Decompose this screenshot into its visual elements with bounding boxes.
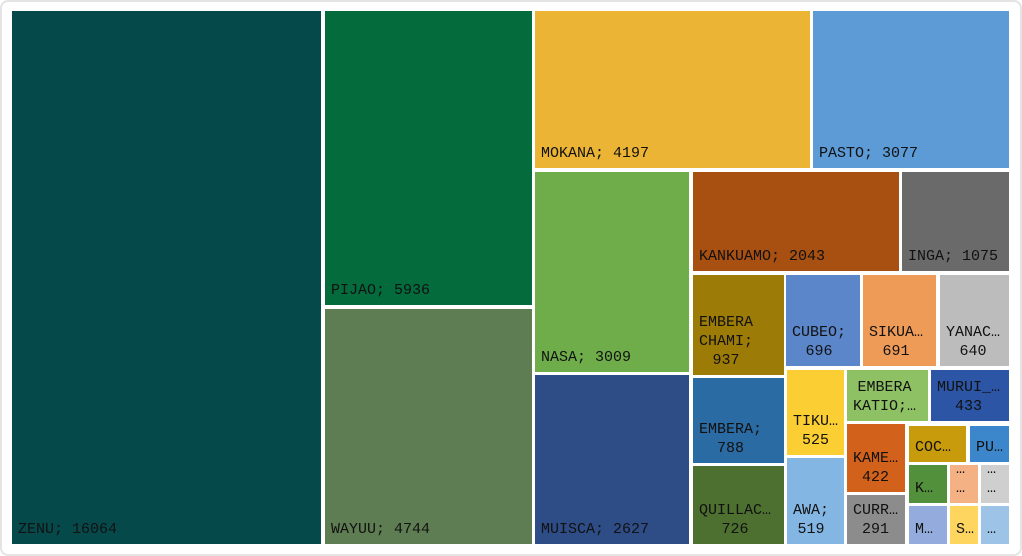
- treemap-tile-pasto: PASTO; 3077: [813, 11, 1009, 168]
- treemap-tile-label-k: K…: [915, 480, 934, 497]
- treemap-tile-embera-katio: EMBERA KATIO;…: [847, 370, 928, 421]
- treemap-tile-label-wayuu: WAYUU; 4744: [331, 521, 431, 538]
- treemap-tile-ellipsis-24: … …: [981, 461, 1009, 503]
- treemap-tile-k: K…: [909, 465, 947, 503]
- treemap-tile-label-s: S…: [956, 521, 975, 538]
- treemap-tile-coc: COC…: [909, 426, 966, 462]
- treemap-tile-label-m: M…: [915, 521, 934, 538]
- treemap-tile-ellipsis-23: … …: [950, 461, 978, 503]
- treemap-tile-muisca: MUISCA; 2627: [535, 375, 689, 544]
- treemap-tile-nasa: NASA; 3009: [535, 172, 689, 372]
- treemap-tile-label-murui: MURUI_… 433: [937, 379, 1001, 415]
- treemap-tile-label-ellipsis-28: …: [987, 521, 997, 538]
- treemap-tile-label-mokana: MOKANA; 4197: [541, 145, 650, 162]
- treemap-tile-tiku: TIKU… 525: [787, 370, 844, 455]
- treemap-tile-label-embera-katio: EMBERA KATIO;…: [853, 379, 917, 415]
- treemap-tile-s: S…: [950, 506, 978, 544]
- treemap-tile-inga: INGA; 1075: [902, 172, 1009, 271]
- treemap-tile-label-curr: CURR… 291: [853, 502, 899, 538]
- treemap-tile-embera-chami: EMBERA CHAMI; 937: [693, 275, 784, 375]
- treemap-tile-murui: MURUI_… 433: [931, 370, 1009, 421]
- treemap-tile-label-pu: PU…: [976, 439, 1004, 456]
- treemap-tile-kame: KAME… 422: [847, 424, 905, 492]
- treemap-tile-embera: EMBERA; 788: [693, 378, 784, 463]
- treemap-tile-wayuu: WAYUU; 4744: [325, 309, 532, 544]
- treemap-tile-label-ellipsis-23: … …: [956, 461, 966, 497]
- treemap-tile-label-nasa: NASA; 3009: [541, 349, 632, 366]
- treemap-tile-curr: CURR… 291: [847, 495, 905, 544]
- treemap-tile-label-pasto: PASTO; 3077: [819, 145, 919, 162]
- treemap-tile-label-embera-chami: EMBERA CHAMI; 937: [699, 314, 754, 369]
- treemap-tile-kankuamo: KANKUAMO; 2043: [693, 172, 899, 271]
- treemap-tile-label-inga: INGA; 1075: [908, 248, 999, 265]
- treemap-tile-label-kame: KAME… 422: [853, 450, 899, 486]
- treemap-tile-awa: AWA; 519: [787, 458, 844, 544]
- treemap-tile-label-coc: COC…: [915, 439, 952, 456]
- treemap-tile-label-pijao: PIJAO; 5936: [331, 282, 431, 299]
- treemap-tile-quillac: QUILLAC… 726: [693, 466, 784, 544]
- treemap-tile-label-sikua: SIKUA… 691: [869, 324, 924, 360]
- treemap-tile-label-awa: AWA; 519: [793, 502, 830, 538]
- treemap-tile-label-embera: EMBERA; 788: [699, 421, 763, 457]
- treemap-tile-label-zenu: ZENU; 16064: [18, 521, 118, 538]
- treemap-tile-zenu: ZENU; 16064: [12, 11, 321, 544]
- treemap-tile-label-muisca: MUISCA; 2627: [541, 521, 650, 538]
- treemap-tile-label-yanac: YANAC… 640: [946, 324, 1001, 360]
- treemap-tile-cubeo: CUBEO; 696: [786, 275, 860, 366]
- treemap-tile-ellipsis-28: …: [981, 506, 1009, 544]
- treemap-tile-pijao: PIJAO; 5936: [325, 11, 532, 305]
- treemap-tile-sikua: SIKUA… 691: [863, 275, 936, 366]
- treemap-tile-label-quillac: QUILLAC… 726: [699, 502, 772, 538]
- treemap-tile-pu: PU…: [970, 426, 1009, 462]
- treemap-tile-m: M…: [909, 506, 947, 544]
- treemap-tile-label-ellipsis-24: … …: [987, 461, 997, 497]
- treemap-tile-label-cubeo: CUBEO; 696: [792, 324, 847, 360]
- treemap-tile-label-tiku: TIKU… 525: [793, 413, 839, 449]
- treemap-tile-yanac: YANAC… 640: [940, 275, 1009, 366]
- treemap-tile-mokana: MOKANA; 4197: [535, 11, 810, 168]
- treemap-tile-label-kankuamo: KANKUAMO; 2043: [699, 248, 826, 265]
